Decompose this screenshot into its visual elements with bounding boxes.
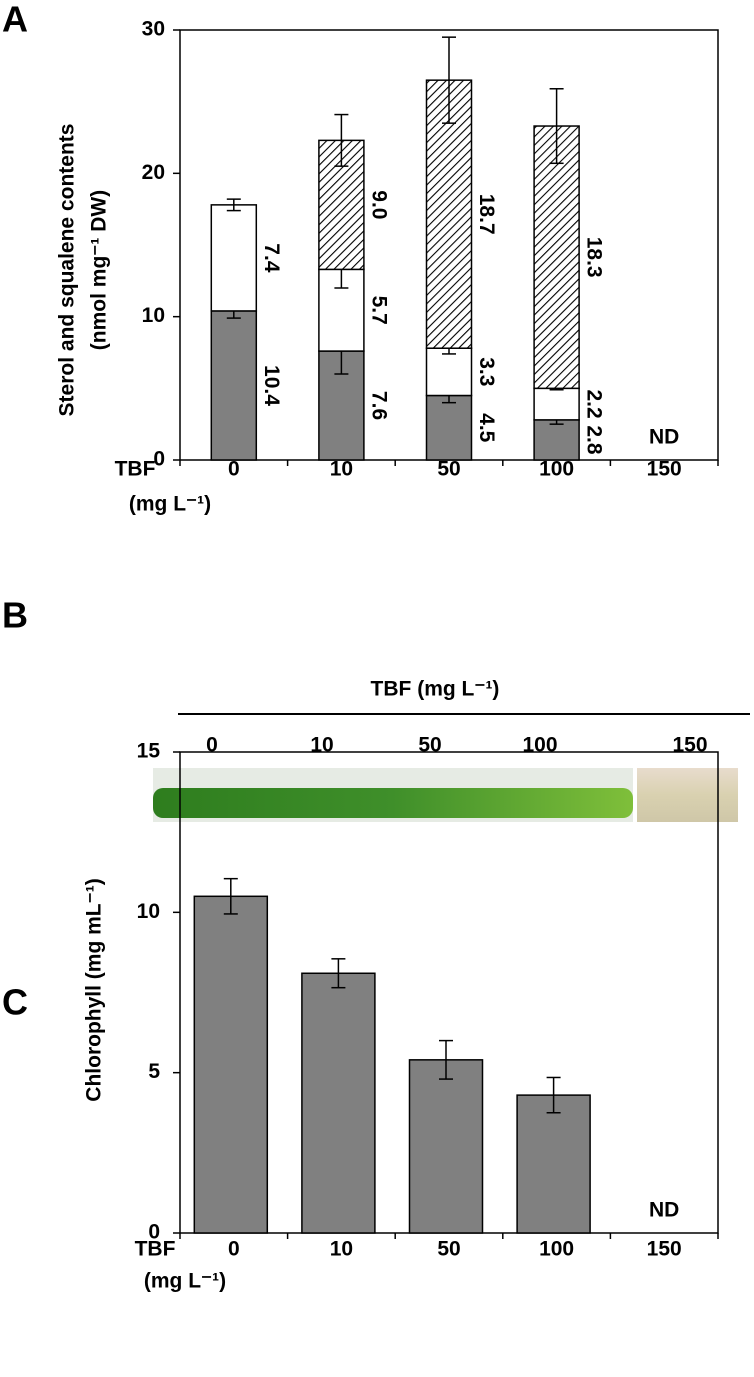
y-tick-label: 0: [153, 448, 165, 471]
x-axis-title: TBF: [135, 1238, 176, 1261]
value-label: 18.3: [583, 237, 606, 278]
bar-segment: [533, 387, 580, 421]
bar-segment: [425, 394, 473, 461]
y-axis-title: Chlorophyll (mg mL⁻¹): [83, 878, 106, 1101]
x-tick-label: 10: [330, 1238, 353, 1261]
annotation: ND: [649, 426, 679, 449]
y-tick-label: 10: [137, 900, 160, 923]
value-label: 10.4: [260, 365, 283, 406]
bar-segment: [425, 347, 473, 397]
bar: [301, 972, 376, 1234]
panel-letter: C: [2, 982, 28, 1023]
bar: [516, 1094, 591, 1234]
bar-segment: [533, 419, 580, 461]
x-tick-label: 150: [647, 1238, 682, 1261]
y-tick-label: 30: [142, 18, 165, 41]
photo-label: 150: [672, 734, 707, 757]
photo-label: 100: [522, 734, 557, 757]
bar-segment: [533, 125, 580, 390]
photo-title: TBF (mg L⁻¹): [371, 678, 500, 701]
annotation: ND: [649, 1199, 679, 1222]
y-tick-label: 10: [142, 304, 165, 327]
x-axis-unit: (mg L⁻¹): [129, 493, 211, 516]
panel-letter: B: [2, 595, 28, 636]
x-tick-label: 0: [228, 1238, 240, 1261]
y-tick-label: 5: [148, 1060, 160, 1083]
bar-segment: [425, 79, 473, 349]
x-tick-label: 10: [330, 458, 353, 481]
x-tick-label: 150: [647, 458, 682, 481]
x-axis-title: TBF: [115, 458, 156, 481]
panel-letter: A: [2, 0, 28, 40]
value-label: 2.8: [583, 425, 606, 455]
x-axis-unit: (mg L⁻¹): [144, 1270, 226, 1293]
value-label: 7.6: [367, 391, 390, 420]
bar: [193, 895, 269, 1234]
x-tick-label: 100: [539, 1238, 574, 1261]
photo-culture: [153, 788, 633, 818]
value-label: 3.3: [475, 357, 498, 386]
x-tick-label: 0: [228, 458, 240, 481]
y-tick-label: 20: [142, 161, 165, 184]
y-axis-title: (nmol mg⁻¹ DW): [88, 190, 111, 350]
bar: [408, 1059, 484, 1234]
x-tick-label: 100: [539, 458, 574, 481]
value-label: 2.2: [583, 389, 606, 418]
value-label: 7.4: [260, 243, 283, 273]
photo-label: 0: [206, 734, 218, 757]
photo-label: 10: [310, 734, 333, 757]
x-tick-label: 50: [437, 1238, 460, 1261]
photo: [637, 768, 738, 822]
x-tick-label: 50: [437, 458, 460, 481]
value-label: 5.7: [367, 296, 390, 325]
bar-segment: [210, 204, 258, 312]
y-axis-title: Sterol and squalene contents: [56, 124, 79, 417]
value-label: 18.7: [475, 194, 498, 235]
photo-label: 50: [418, 734, 441, 757]
y-tick-label: 15: [137, 740, 161, 763]
value-label: 4.5: [475, 413, 498, 443]
value-label: 9.0: [367, 190, 390, 219]
y-tick-label: 0: [148, 1221, 160, 1244]
bar-segment: [210, 310, 258, 461]
